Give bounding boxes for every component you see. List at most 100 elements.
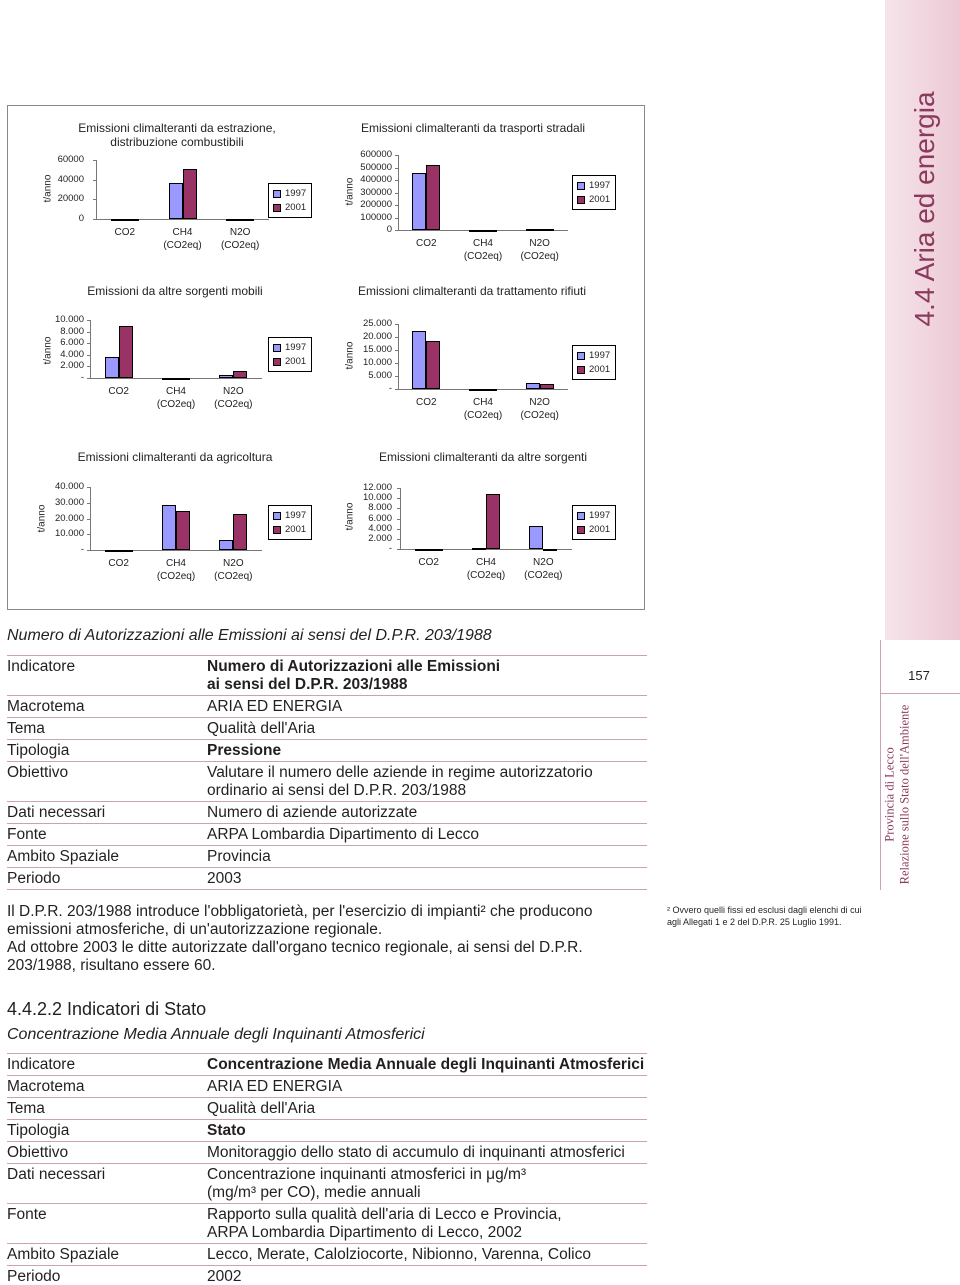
footnote: ² Ovvero quelli fissi ed esclusi dagli e… xyxy=(667,905,862,927)
y-tick xyxy=(395,205,398,206)
y-tick xyxy=(93,219,96,220)
legend-swatch xyxy=(273,358,281,366)
chart-title: Emissioni climalteranti da estrazione, d… xyxy=(78,121,276,149)
paragraph-text: Ad ottobre 2003 le ditte autorizzate dal… xyxy=(7,939,583,974)
x-tick-label: CH4 (CO2eq) xyxy=(163,227,202,251)
value-line: Provincia xyxy=(207,848,271,865)
row-label: Obiettivo xyxy=(7,1144,69,1161)
table-row: Fonte ARPA Lombardia Dipartimento di Lecc… xyxy=(7,823,647,845)
row-value: Concentrazione Media Annuale degli Inqui… xyxy=(207,1056,647,1074)
row-label: Macrotema xyxy=(7,698,85,715)
y-axis xyxy=(400,488,401,549)
y-axis xyxy=(90,487,91,550)
x-tick-label: CH4 (CO2eq) xyxy=(463,238,503,262)
x-tick-label: CH4 (CO2eq) xyxy=(463,397,503,421)
y-tick xyxy=(87,518,90,520)
y-tick-label: 4.000 xyxy=(368,522,392,534)
x-axis xyxy=(96,219,269,220)
row-value: Pressione xyxy=(207,742,647,760)
bar xyxy=(529,526,544,549)
y-tick-label: - xyxy=(388,543,392,554)
bar xyxy=(118,550,133,552)
row-label: Macrotema xyxy=(7,1078,85,1095)
legend: 1997 2001 xyxy=(268,505,312,540)
legend-label: 1997 xyxy=(589,350,611,361)
section-subtitle: Concentrazione Media Annuale degli Inqui… xyxy=(7,1026,425,1043)
row-value: 2002 xyxy=(207,1268,647,1285)
y-tick xyxy=(87,534,90,536)
legend-label: 2001 xyxy=(285,356,307,367)
row-label: Periodo xyxy=(7,870,61,887)
bar xyxy=(162,504,176,550)
legend-swatch xyxy=(577,512,585,520)
y-tick xyxy=(397,498,400,500)
table-row: Obiettivo Valutare il numero delle aziend… xyxy=(7,761,647,801)
table: Indicatore Concentrazione Media Annuale d… xyxy=(7,1053,647,1285)
side-text: Relazione sullo Stato dell'Ambiente xyxy=(897,704,912,885)
table-row: Ambito Spaziale Lecco, Merate, Calolzioco… xyxy=(7,1243,647,1265)
bar xyxy=(525,383,540,389)
y-tick xyxy=(395,167,398,169)
table-row: Macrotema ARIA ED ENERGIA xyxy=(7,1075,647,1097)
y-tick-label: 12.000 xyxy=(362,482,392,493)
bar xyxy=(176,510,190,550)
side-rule xyxy=(880,640,881,890)
bar xyxy=(486,494,500,549)
row-value: ARIA ED ENERGIA xyxy=(207,698,647,716)
table-row: Tipologia Pressione xyxy=(7,739,647,761)
bar xyxy=(104,357,119,378)
legend-swatch xyxy=(577,352,585,360)
y-tick xyxy=(93,199,96,201)
y-tick-label: 40000 xyxy=(57,173,84,185)
row-label: Tema xyxy=(7,1100,45,1117)
value-line: (mg/m³ per CO), medie annuali xyxy=(207,1184,421,1201)
row-label: Dati necessari xyxy=(7,804,106,821)
y-tick xyxy=(87,366,90,368)
y-tick xyxy=(93,160,96,161)
table: Indicatore Numero di Autorizzazioni alle … xyxy=(7,655,647,890)
value-line: Lecco, Merate, Calolziocorte, Nibionno, … xyxy=(207,1246,591,1263)
page-number: 157 xyxy=(908,668,930,683)
bar xyxy=(472,547,486,550)
y-tick-label: 6.000 xyxy=(368,512,392,524)
legend-swatch xyxy=(577,526,585,534)
bar xyxy=(162,378,176,380)
y-tick xyxy=(87,354,90,356)
bar xyxy=(539,228,554,231)
y-tick-label: - xyxy=(80,544,84,555)
row-value: Rapporto sulla qualità dell'aria di Lecc… xyxy=(207,1206,647,1242)
bar xyxy=(219,540,234,550)
row-label: Fonte xyxy=(7,826,47,843)
x-tick-label: CO2 xyxy=(114,227,136,238)
y-tick-label: 0 xyxy=(386,224,392,235)
row-label: Dati necessari xyxy=(7,1166,106,1183)
x-tick-label: CO2 xyxy=(416,397,437,408)
bar xyxy=(412,173,427,230)
row-label: Tema xyxy=(7,720,45,737)
value-line: Monitoraggio dello stato di accumulo di … xyxy=(207,1144,625,1161)
value-line: 2002 xyxy=(207,1268,242,1285)
x-tick-label: CO2 xyxy=(108,558,129,569)
bar xyxy=(426,165,441,230)
legend-swatch xyxy=(273,204,281,212)
legend-swatch xyxy=(273,512,281,520)
y-tick xyxy=(395,180,398,181)
value-line: Qualità dell'Aria xyxy=(207,720,316,737)
bar xyxy=(412,331,427,389)
value-line: Concentrazione Media Annuale degli Inqui… xyxy=(207,1056,645,1073)
y-tick-label: 10.000 xyxy=(362,357,392,368)
table-row: Periodo 2003 xyxy=(7,867,647,889)
legend-swatch xyxy=(273,344,281,352)
x-tick-label: CO2 xyxy=(418,557,439,568)
y-tick-label: 200000 xyxy=(360,199,392,210)
bar xyxy=(226,219,241,221)
table-row: Tema Qualità dell'Aria xyxy=(7,717,647,739)
y-tick-label: 10.000 xyxy=(54,528,84,540)
table-row: Obiettivo Monitoraggio dello stato di acc… xyxy=(7,1141,647,1163)
row-value: Lecco, Merate, Calolziocorte, Nibionno, … xyxy=(207,1246,647,1264)
y-tick xyxy=(395,389,398,390)
chart-title: Emissioni climalteranti da trattamento r… xyxy=(357,284,587,298)
table-row: Fonte Rapporto sulla qualità dell'aria di… xyxy=(7,1203,647,1243)
x-tick-label: N2O (CO2eq) xyxy=(524,557,563,581)
y-tick xyxy=(395,363,398,364)
